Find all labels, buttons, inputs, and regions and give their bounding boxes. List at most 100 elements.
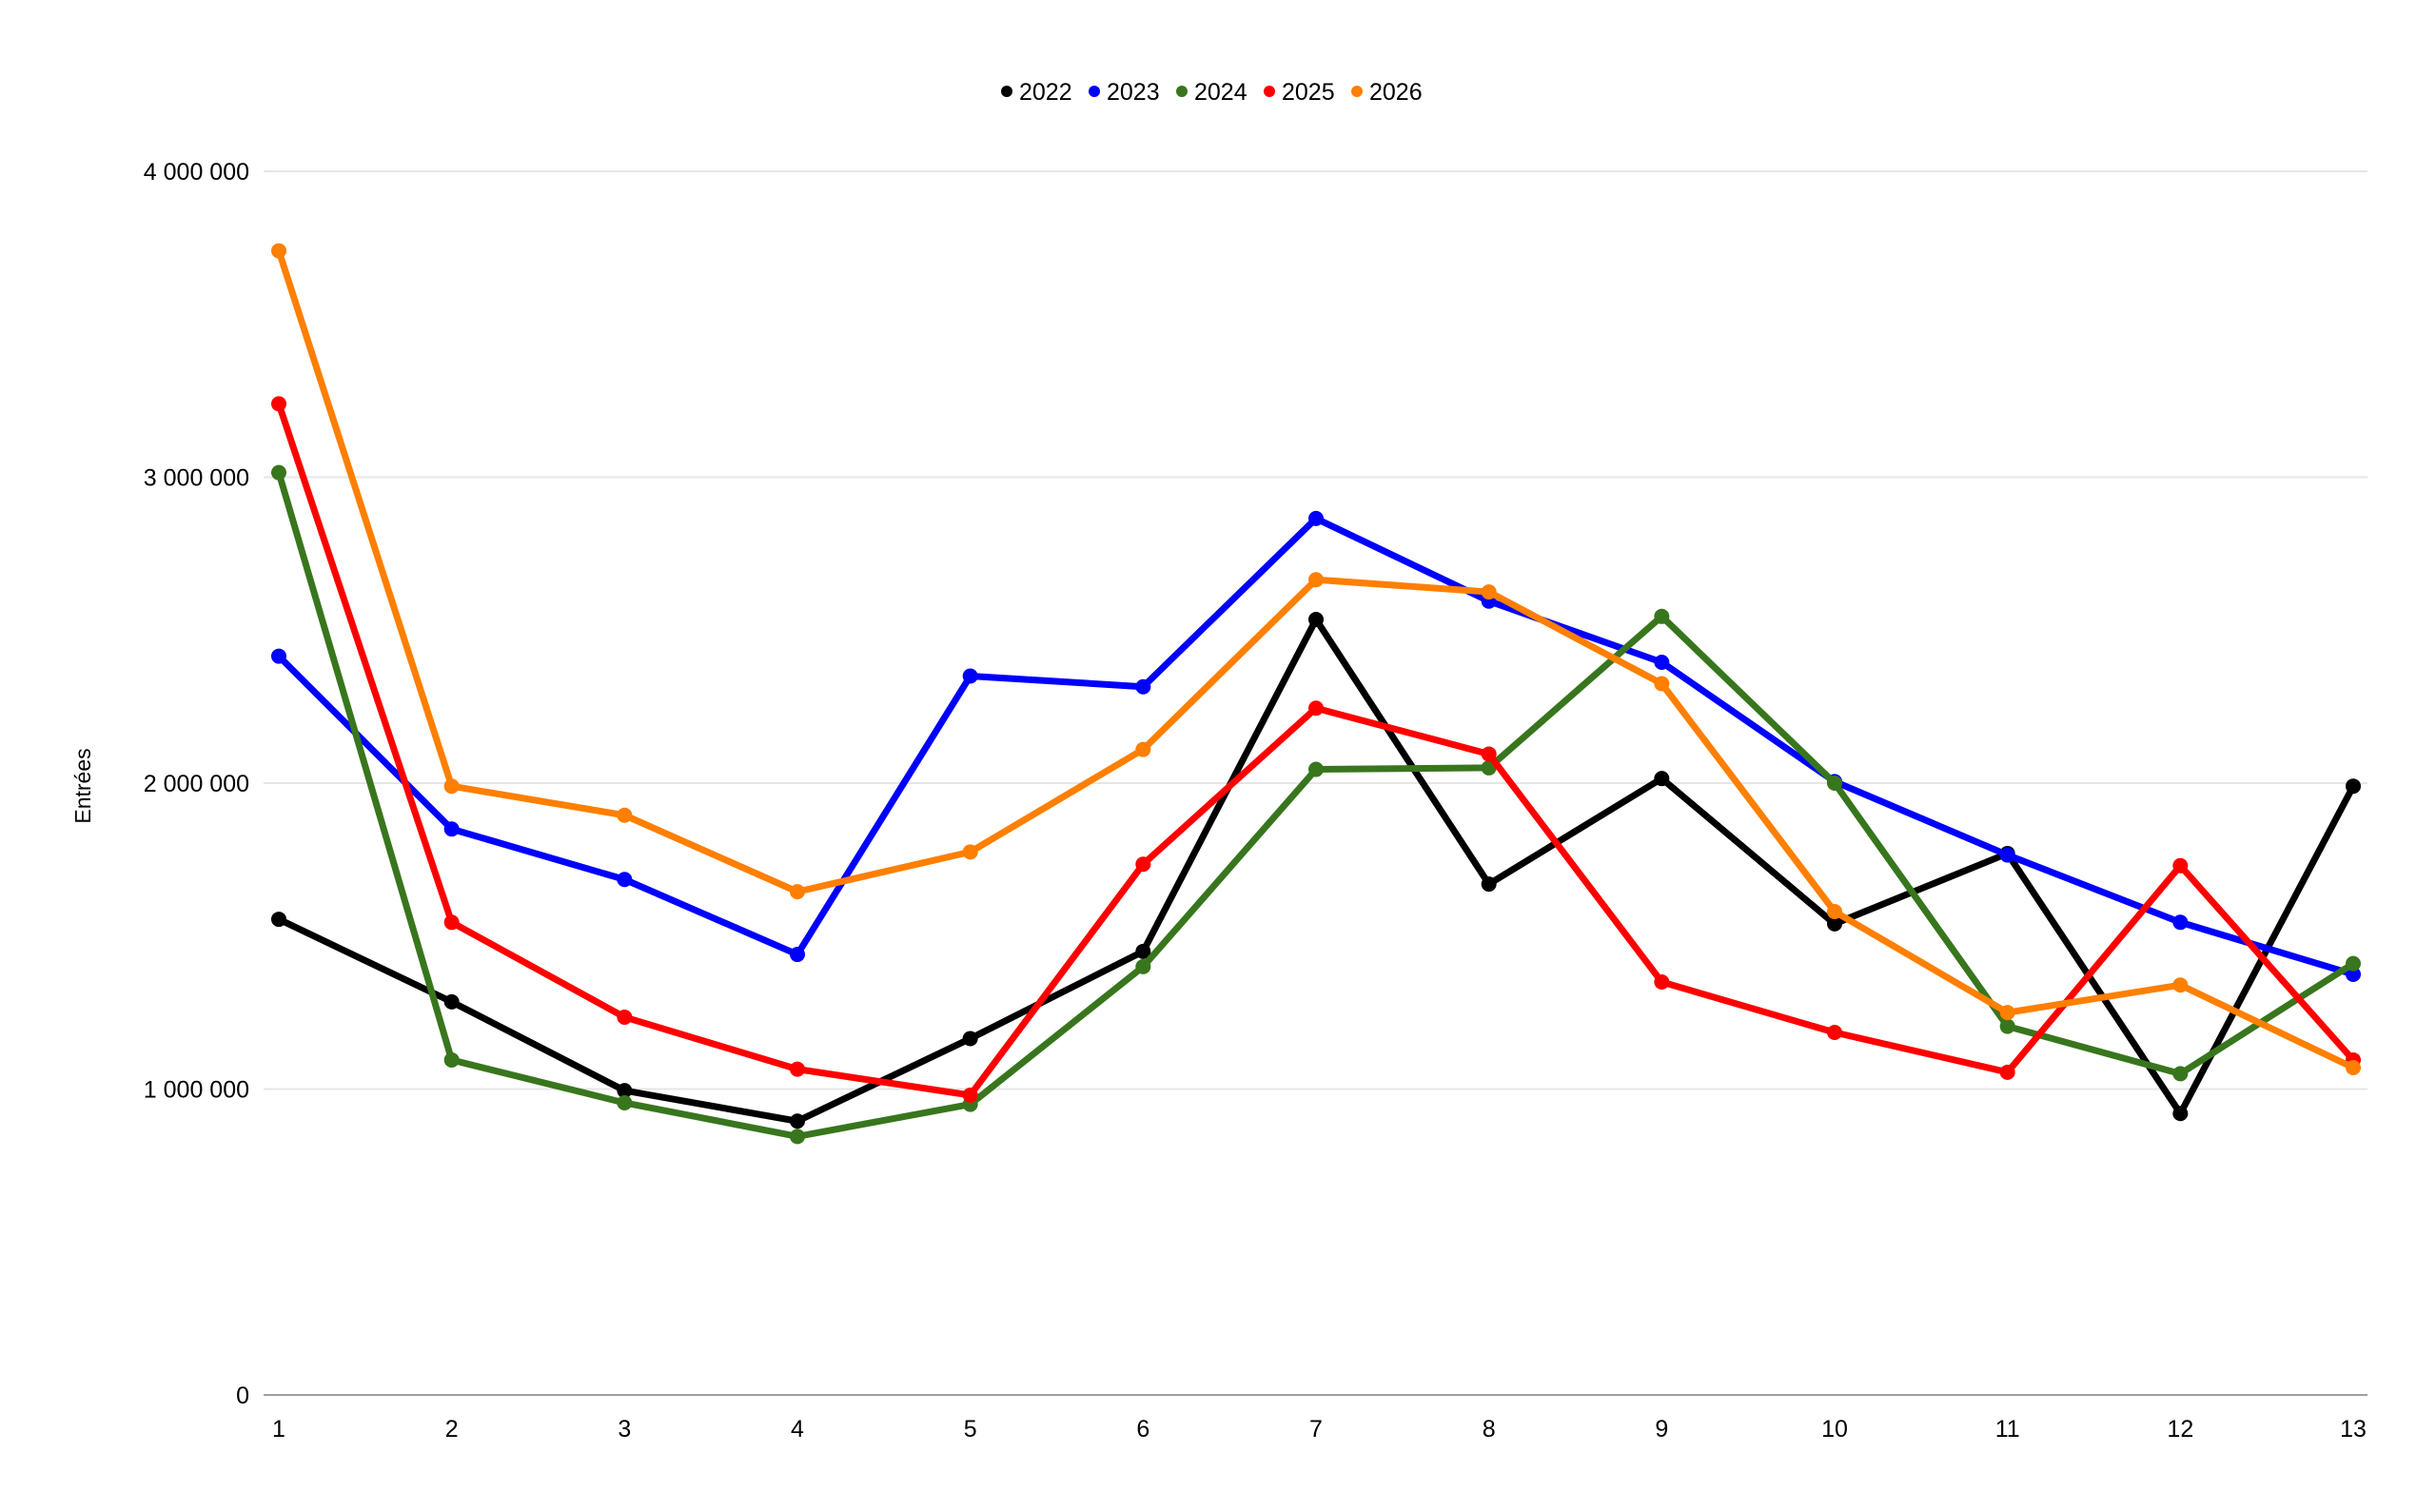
data-point (962, 844, 978, 860)
data-point (962, 668, 978, 684)
data-point (617, 872, 633, 888)
x-tick-label: 13 (2340, 1416, 2367, 1443)
data-point (790, 1113, 805, 1129)
legend-marker (1001, 86, 1012, 97)
data-point (1827, 915, 1842, 932)
data-point (1654, 973, 1670, 990)
data-point (617, 807, 633, 823)
legend-label: 2024 (1194, 79, 1247, 106)
legend-label: 2022 (1019, 79, 1072, 106)
data-point (1135, 856, 1151, 873)
y-tick-label: 4 000 000 (144, 159, 249, 186)
x-tick-label: 2 (445, 1416, 459, 1443)
data-point (962, 1087, 978, 1103)
data-point (1481, 746, 1497, 762)
x-tick-label: 3 (618, 1416, 631, 1443)
data-point (2172, 977, 2189, 993)
data-point (443, 778, 460, 795)
data-point (2346, 966, 2361, 982)
data-point (1481, 876, 1497, 893)
data-point (271, 648, 286, 664)
data-point (790, 947, 805, 963)
data-point (443, 821, 460, 837)
x-tick-label: 10 (1821, 1416, 1848, 1443)
data-point (2172, 914, 2189, 931)
x-tick-label: 8 (1483, 1416, 1496, 1443)
data-point (1135, 958, 1151, 974)
data-point (1827, 904, 1842, 920)
data-point (1654, 608, 1670, 624)
data-point (2172, 1066, 2189, 1082)
data-point (2346, 955, 2361, 972)
y-tick-label: 1 000 000 (144, 1077, 249, 1104)
data-point (1308, 572, 1324, 588)
data-point (443, 914, 460, 931)
data-point (1308, 700, 1324, 717)
legend-marker (1176, 86, 1188, 97)
data-point (1135, 943, 1151, 959)
data-point (1654, 771, 1670, 787)
data-point (443, 993, 460, 1010)
data-point (617, 1009, 633, 1025)
legend: 2022 2023 2024 2025 2026 (1001, 79, 1423, 106)
gridlines (264, 170, 2367, 1090)
data-point (1308, 510, 1324, 526)
x-tick-label: 4 (791, 1416, 804, 1443)
data-point (1308, 611, 1324, 627)
data-point (617, 1083, 633, 1099)
legend-item-2022[interactable]: 2022 (1001, 79, 1072, 106)
data-point (1135, 678, 1151, 695)
data-point (2172, 857, 2189, 874)
series-2025 (271, 396, 2361, 1103)
data-point (1654, 655, 1670, 671)
x-tick-label: 5 (964, 1416, 977, 1443)
data-point (790, 1061, 805, 1077)
legend-item-2023[interactable]: 2023 (1089, 79, 1160, 106)
data-point (2346, 778, 2361, 795)
x-tick-label: 6 (1136, 1416, 1149, 1443)
legend-marker (1264, 86, 1275, 97)
data-point (1999, 1005, 2015, 1021)
x-tick-label: 11 (1995, 1416, 2020, 1443)
x-tick-label: 1 (272, 1416, 285, 1443)
data-point (617, 1094, 633, 1110)
legend-item-2024[interactable]: 2024 (1176, 79, 1247, 106)
data-point (271, 464, 286, 481)
legend-label: 2026 (1369, 79, 1423, 106)
data-point (443, 1051, 460, 1068)
data-point (1827, 776, 1842, 791)
x-tick-label: 9 (1655, 1416, 1668, 1443)
data-point (1999, 1018, 2015, 1034)
data-point (1827, 1025, 1842, 1041)
legend-item-2026[interactable]: 2026 (1351, 79, 1423, 106)
series-lines (271, 243, 2361, 1145)
y-tick-label: 3 000 000 (144, 465, 249, 492)
series-line-2025 (275, 400, 2357, 1099)
data-point (1999, 847, 2015, 863)
data-point (790, 1129, 805, 1145)
legend-item-2025[interactable]: 2025 (1264, 79, 1335, 106)
data-point (2346, 1059, 2361, 1075)
x-tick-label: 12 (2167, 1416, 2193, 1443)
y-axis-label: Entrées (70, 748, 95, 823)
y-tick-label: 0 (236, 1383, 249, 1409)
data-point (271, 396, 286, 412)
data-point (1308, 761, 1324, 777)
x-tick-label: 7 (1309, 1416, 1323, 1443)
data-point (790, 884, 805, 900)
series-2024 (271, 464, 2361, 1145)
legend-marker (1351, 86, 1363, 97)
data-point (1481, 584, 1497, 600)
series-line-2026 (275, 247, 2357, 1071)
data-point (962, 1031, 978, 1047)
data-point (1135, 741, 1151, 757)
data-point (2172, 1106, 2189, 1122)
data-point (1654, 676, 1670, 692)
y-tick-label: 2 000 000 (144, 771, 249, 797)
data-point (1999, 1064, 2015, 1080)
data-point (271, 912, 286, 928)
data-point (271, 243, 286, 259)
